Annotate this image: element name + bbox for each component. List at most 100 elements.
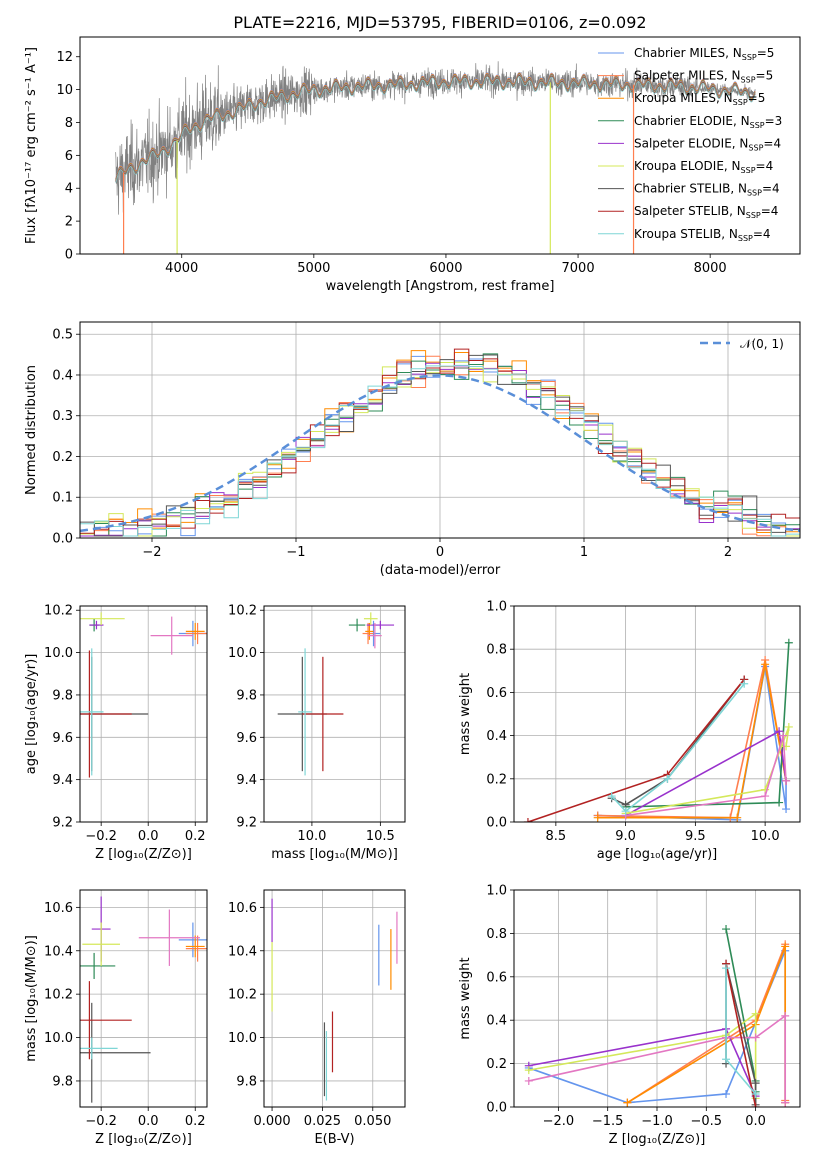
weight-series	[607, 679, 749, 816]
axes-frame	[79, 889, 208, 1108]
legend-entry: Salpeter STELIB, NSSP=4	[634, 204, 778, 220]
weight-marker	[779, 731, 788, 740]
x-tick-label: −2	[142, 545, 161, 560]
error-point	[363, 612, 378, 626]
y-tick-label: 10	[56, 83, 73, 98]
y-axis-label: mass [log₁₀(M/M⊙)]	[24, 935, 39, 1062]
weight-line	[611, 678, 745, 806]
weight-vs-Z-plot	[524, 925, 790, 1107]
x-tick-label: 0.0	[138, 1114, 159, 1129]
error-point	[185, 935, 207, 962]
x-tick-label: 8.5	[546, 829, 567, 844]
axes-frame	[263, 889, 406, 1108]
weight-marker	[623, 1098, 632, 1107]
age-vs-Z-panel: −0.2 0.0 0.2 9.2 9.4 9.6 9.8 10.0 10.2 Z [log₁₀(Z…	[24, 604, 208, 862]
weight-line	[625, 735, 787, 817]
age-vs-mass-plot	[277, 612, 395, 776]
weight-marker	[607, 792, 616, 801]
y-tick-label: 9.8	[236, 1074, 257, 1089]
y-tick-label: 0.5	[52, 328, 73, 343]
spectrum-panel: 4000 5000 6000 7000 8000 0 2 4 6 8 10 12 wavelength …	[24, 36, 801, 294]
y-tick-label: 0.2	[486, 772, 507, 787]
x-tick-label: 4000	[165, 261, 198, 276]
weight-line	[527, 678, 745, 822]
residual-histogram	[80, 348, 800, 538]
y-tick-label: 0.4	[52, 368, 73, 383]
weight-line	[611, 683, 745, 813]
x-axis-label: wavelength [Angstrom, rest frame]	[326, 279, 555, 294]
weight-vs-age-panel: 8.5 9.0 9.5 10.0 0.0 0.2 0.4 0.6 0.8 1.0 age [log₁…	[458, 600, 801, 862]
weight-marker	[784, 638, 793, 647]
x-tick-label: −0.2	[85, 1114, 117, 1129]
y-tick-label: 10.4	[44, 944, 73, 959]
error-point	[82, 922, 120, 966]
weight-series	[523, 675, 749, 822]
weight-marker	[782, 776, 791, 785]
y-tick-label: 0.6	[486, 970, 507, 985]
y-tick-label: 0.1	[52, 491, 73, 506]
x-tick-label: 5000	[297, 261, 330, 276]
x-axis-label: (data-model)/error	[380, 563, 501, 578]
mass-vs-Z-plot	[80, 896, 207, 1103]
y-axis-label: Normed distribution	[24, 365, 39, 495]
weight-marker	[621, 807, 630, 816]
weight-marker	[784, 722, 793, 731]
x-tick-label: −1	[286, 545, 305, 560]
weight-marker	[524, 1076, 533, 1085]
y-tick-label: 4	[65, 182, 73, 197]
x-tick-label: 0.2	[185, 1114, 206, 1129]
y-tick-label: 10.0	[44, 1031, 73, 1046]
x-axis-label: Z [log₁₀(Z/Z⊙)]	[95, 1132, 192, 1147]
y-tick-label: 9.8	[52, 688, 73, 703]
error-point	[368, 622, 382, 649]
legend-entry: Salpeter MILES, NSSP=5	[634, 69, 773, 85]
residual-histogram	[80, 364, 800, 538]
y-tick-label: 10.2	[228, 988, 257, 1003]
x-tick-label: 10.5	[366, 829, 395, 844]
weight-marker	[751, 1089, 760, 1098]
weight-vs-Z-panel: −2.0 −1.5 −1.0 −0.5 0.0 0.0 0.2 0.4 0.6 0.8 1.0 Z […	[458, 884, 801, 1147]
axes-frame	[79, 321, 801, 539]
weight-marker	[751, 1079, 760, 1088]
weight-vs-age-plot	[523, 638, 793, 822]
axes-frame	[513, 605, 801, 823]
y-tick-label: 10.6	[228, 901, 257, 916]
residuals-legend: 𝒩(0, 1)	[700, 337, 784, 351]
weight-marker	[782, 805, 791, 814]
y-tick-label: 0.0	[52, 532, 73, 547]
x-tick-label: 0	[436, 545, 444, 560]
residuals-plot	[80, 348, 800, 538]
mass-vs-Z-panel: −0.2 0.0 0.2 9.8 10.0 10.2 10.4 10.6 Z [log₁₀(Z/…	[24, 889, 208, 1147]
legend-entry: Chabrier MILES, NSSP=5	[634, 46, 774, 62]
weight-marker	[722, 1089, 731, 1098]
x-tick-label: −1.0	[641, 1114, 673, 1129]
weight-marker	[523, 818, 532, 822]
weight-marker	[775, 727, 784, 736]
x-tick-label: 7000	[562, 261, 595, 276]
y-tick-label: 0.0	[486, 816, 507, 831]
axes-frame	[513, 889, 801, 1108]
weight-marker	[751, 1103, 760, 1107]
normal-curve	[80, 374, 800, 533]
x-tick-label: 8000	[694, 261, 727, 276]
error-point	[80, 650, 132, 778]
model-spectrum	[115, 75, 756, 183]
y-tick-label: 0.0	[486, 1101, 507, 1116]
weight-marker	[524, 1066, 533, 1075]
weight-series	[524, 1011, 790, 1107]
x-tick-label: 0.000	[253, 1114, 290, 1129]
y-tick-label: 2	[65, 215, 73, 230]
x-tick-label: 9.5	[685, 829, 706, 844]
error-point	[178, 922, 207, 958]
x-tick-label: −0.5	[691, 1114, 723, 1129]
x-tick-label: 9.0	[615, 829, 636, 844]
y-tick-label: 9.4	[236, 773, 257, 788]
legend-entry: Chabrier STELIB, NSSP=4	[634, 182, 780, 198]
weight-marker	[781, 1011, 790, 1020]
axes-frame	[263, 605, 406, 823]
weight-marker	[722, 1055, 731, 1064]
y-axis-label: mass weight	[458, 673, 473, 755]
x-axis-label: age [log₁₀(age/yr)]	[597, 847, 718, 862]
x-axis-label: Z [log₁₀(Z/Z⊙)]	[95, 847, 192, 862]
